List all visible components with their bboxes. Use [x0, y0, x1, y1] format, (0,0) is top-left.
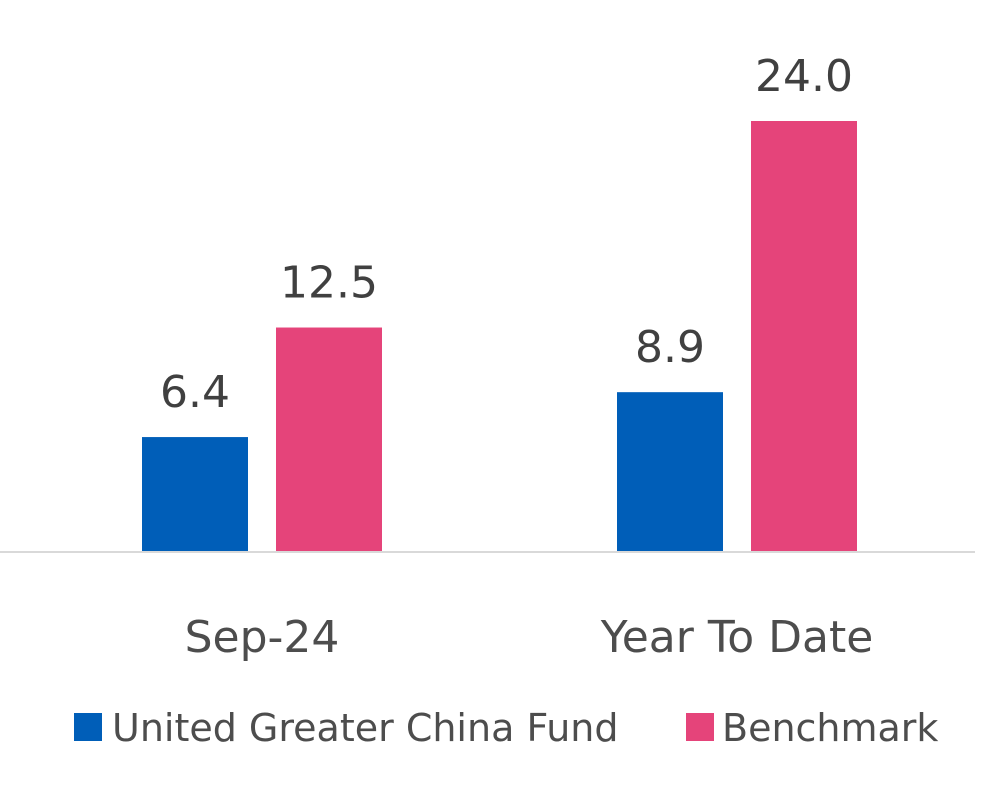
value-label-fund-sep-24: 6.4: [160, 367, 230, 418]
value-label-benchmark-year-to-date: 24.0: [755, 51, 853, 102]
value-label-fund-year-to-date: 8.9: [635, 322, 705, 373]
value-label-benchmark-sep-24: 12.5: [280, 258, 378, 309]
category-label-year-to-date: Year To Date: [600, 612, 874, 663]
category-labels-layer: Sep-24 Year To Date: [185, 612, 874, 663]
legend-label-fund: United Greater China Fund: [112, 706, 619, 750]
bars-layer: [142, 121, 857, 552]
legend: United Greater China Fund Benchmark: [74, 706, 938, 750]
legend-swatch-benchmark: [686, 713, 714, 741]
legend-label-benchmark: Benchmark: [722, 706, 938, 750]
value-labels-layer: 6.4 12.5 8.9 24.0: [160, 51, 853, 418]
category-label-sep-24: Sep-24: [185, 612, 340, 663]
bar-fund-year-to-date: [617, 392, 723, 552]
bar-benchmark-year-to-date: [751, 121, 857, 552]
legend-swatch-fund: [74, 713, 102, 741]
bar-benchmark-sep-24: [276, 327, 382, 552]
bar-fund-sep-24: [142, 437, 248, 552]
